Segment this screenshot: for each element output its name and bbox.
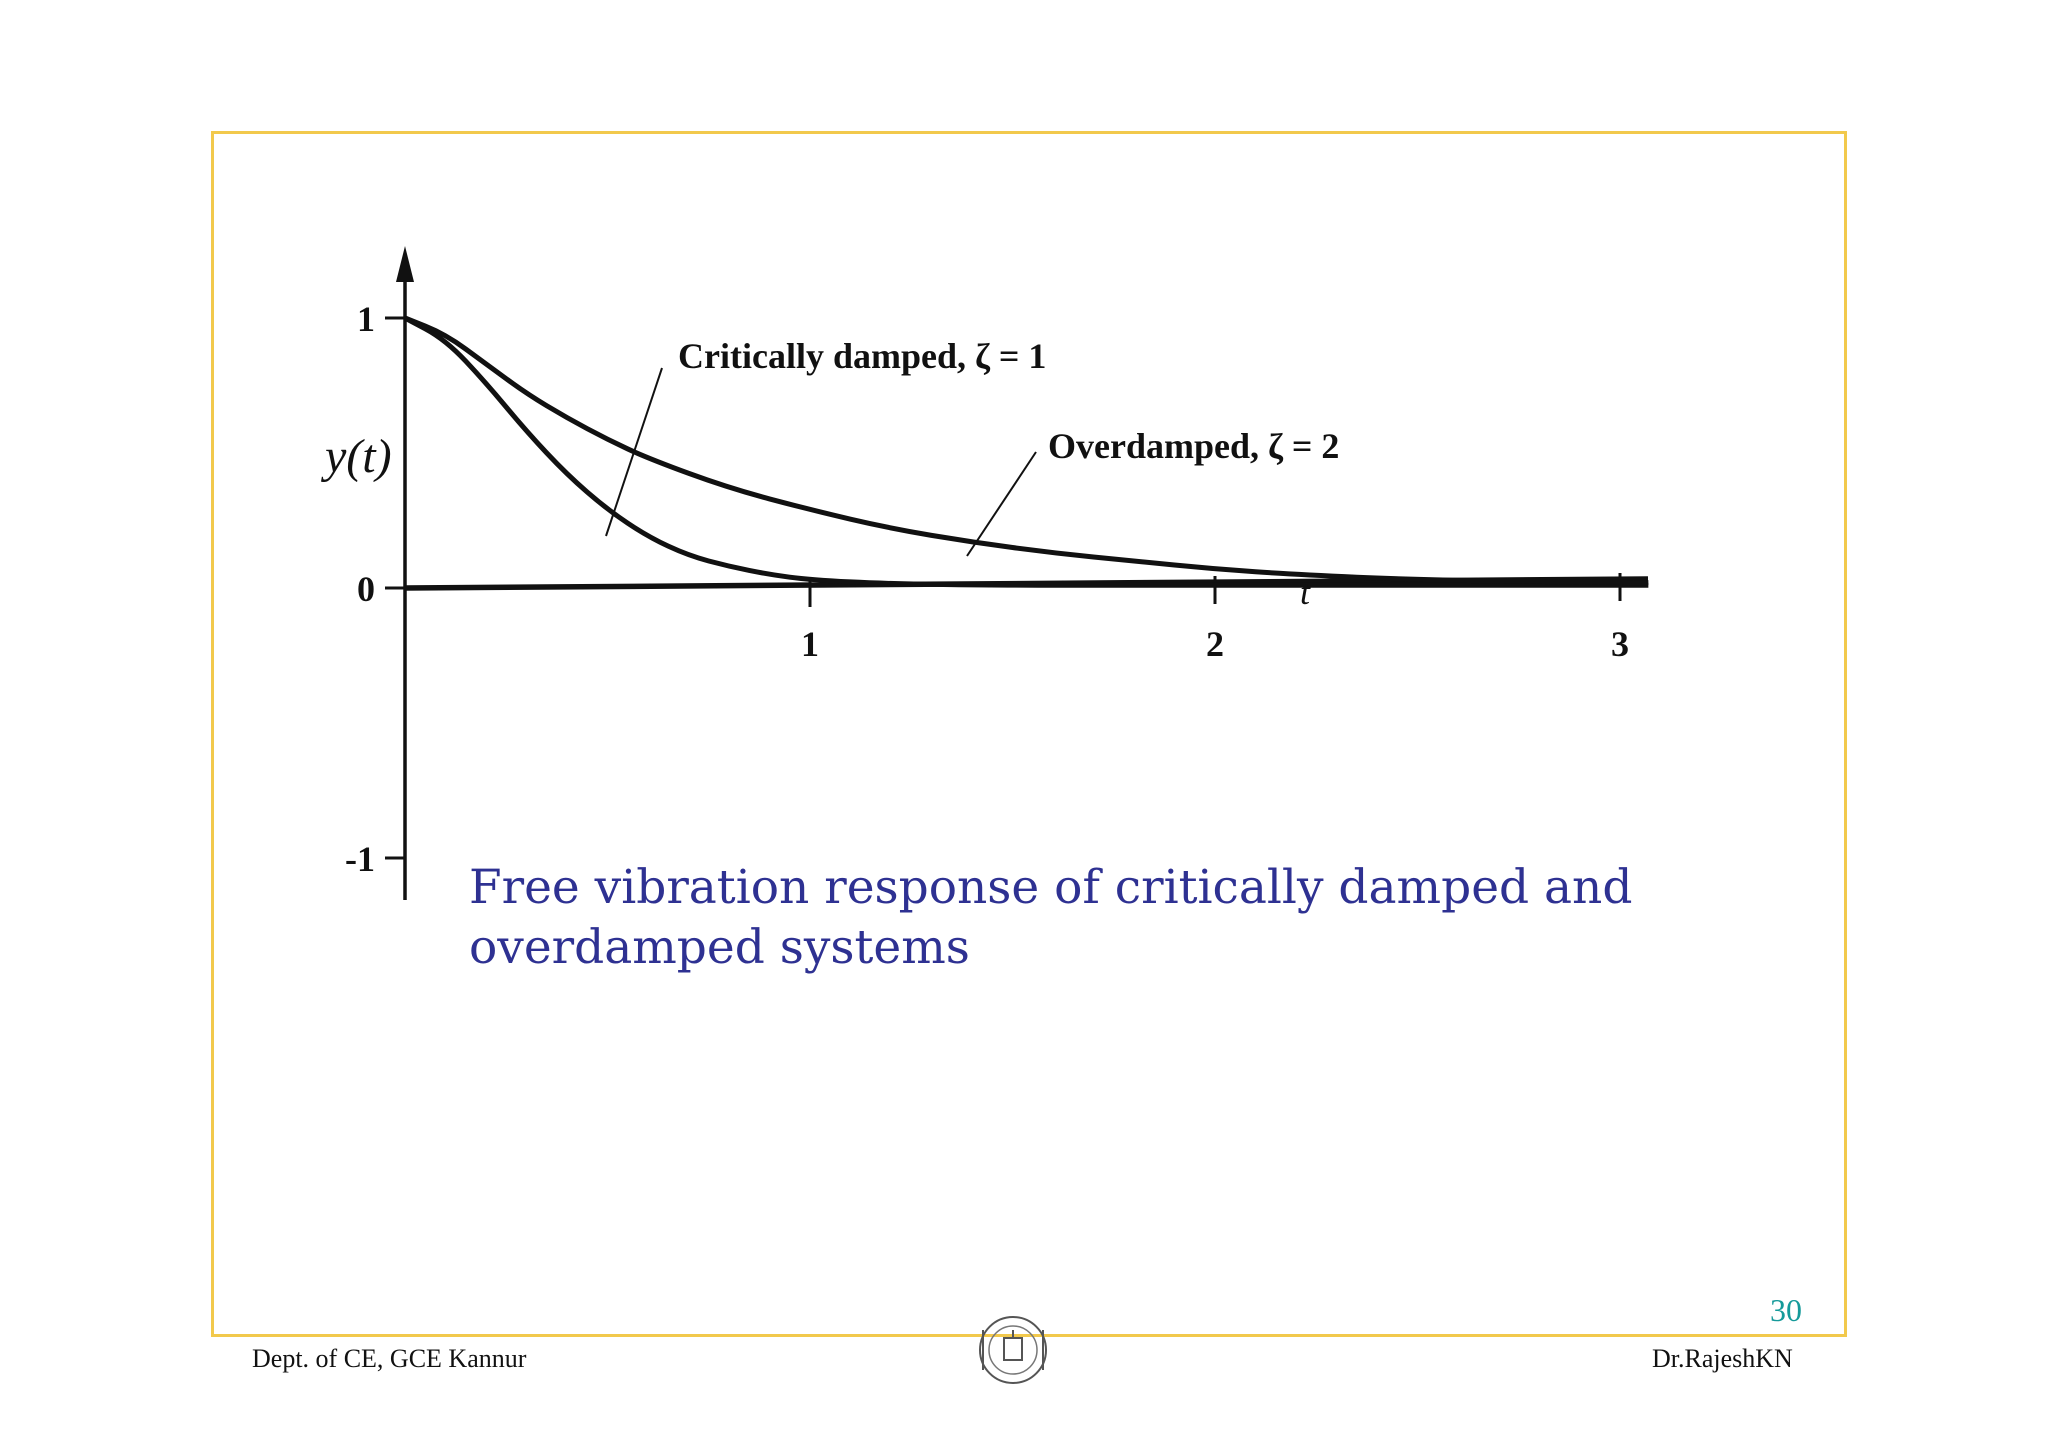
- y-tick-label: 0: [357, 569, 375, 609]
- critically-damped-curve: [403, 315, 1649, 588]
- footer-author: Dr.RajeshKN: [1652, 1344, 1793, 1373]
- chart-labels: 1 0 -1 1 2 3 y(t) t Critically damped, ζ = 1 Over…: [320, 299, 1629, 879]
- x-tick-label: 3: [1611, 624, 1629, 664]
- y-tick-label: -1: [345, 839, 375, 879]
- page-number: 30: [1770, 1292, 1802, 1328]
- y-axis-arrowhead: [396, 246, 414, 282]
- critically-damped-annotation: Critically damped, ζ = 1: [678, 336, 1046, 376]
- x-axis-label: t: [1300, 572, 1311, 612]
- chart-curves: [403, 315, 1649, 588]
- college-seal-icon: [979, 1316, 1047, 1384]
- footer-department: Dept. of CE, GCE Kannur: [252, 1344, 527, 1373]
- annotation-leader-line: [966, 451, 1037, 557]
- y-axis-label: y(t): [320, 430, 392, 483]
- figure-caption: Free vibration response of critically da…: [469, 860, 1633, 975]
- overdamped-curve: [404, 315, 1649, 586]
- overdamped-annotation: Overdamped, ζ = 2: [1048, 426, 1339, 466]
- y-tick-label: 1: [357, 299, 375, 339]
- x-tick-label: 1: [801, 624, 819, 664]
- annotation-leader-line: [605, 367, 663, 537]
- x-tick-label: 2: [1206, 624, 1224, 664]
- slide-frame: [211, 131, 1847, 1337]
